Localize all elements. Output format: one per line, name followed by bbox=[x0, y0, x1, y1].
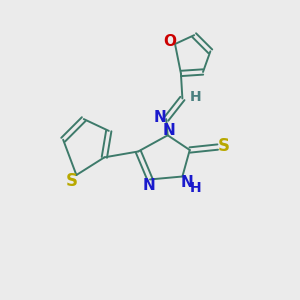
Text: S: S bbox=[218, 136, 230, 154]
Text: O: O bbox=[163, 34, 176, 49]
Text: H: H bbox=[190, 181, 202, 195]
Text: N: N bbox=[142, 178, 155, 193]
Text: N: N bbox=[163, 123, 175, 138]
Text: N: N bbox=[154, 110, 167, 125]
Text: N: N bbox=[180, 175, 193, 190]
Text: S: S bbox=[66, 172, 78, 190]
Text: H: H bbox=[190, 90, 202, 104]
